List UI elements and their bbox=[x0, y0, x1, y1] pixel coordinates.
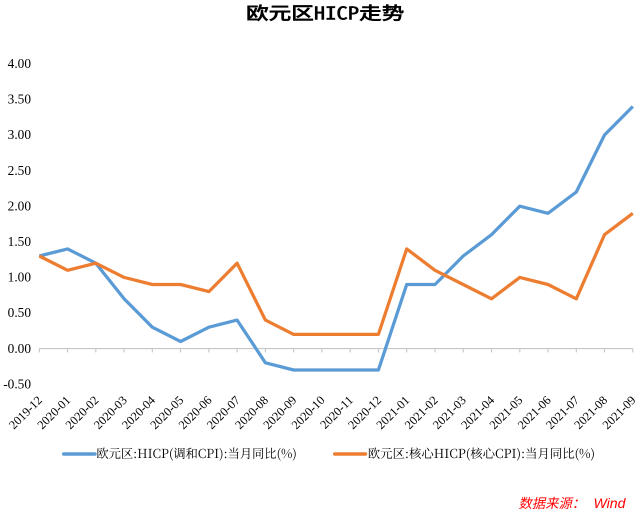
svg-text:Wind: Wind bbox=[594, 495, 627, 511]
svg-text:4.00: 4.00 bbox=[8, 56, 32, 71]
svg-text:-0.50: -0.50 bbox=[3, 376, 31, 391]
svg-text:3.00: 3.00 bbox=[8, 127, 32, 142]
svg-text:0.00: 0.00 bbox=[8, 341, 32, 356]
svg-text:2.00: 2.00 bbox=[8, 198, 32, 213]
svg-text:3.50: 3.50 bbox=[8, 92, 32, 107]
svg-text:1.00: 1.00 bbox=[8, 270, 32, 285]
svg-text:1.50: 1.50 bbox=[8, 234, 32, 249]
svg-text:0.50: 0.50 bbox=[8, 305, 32, 320]
svg-text:2.50: 2.50 bbox=[8, 163, 32, 178]
